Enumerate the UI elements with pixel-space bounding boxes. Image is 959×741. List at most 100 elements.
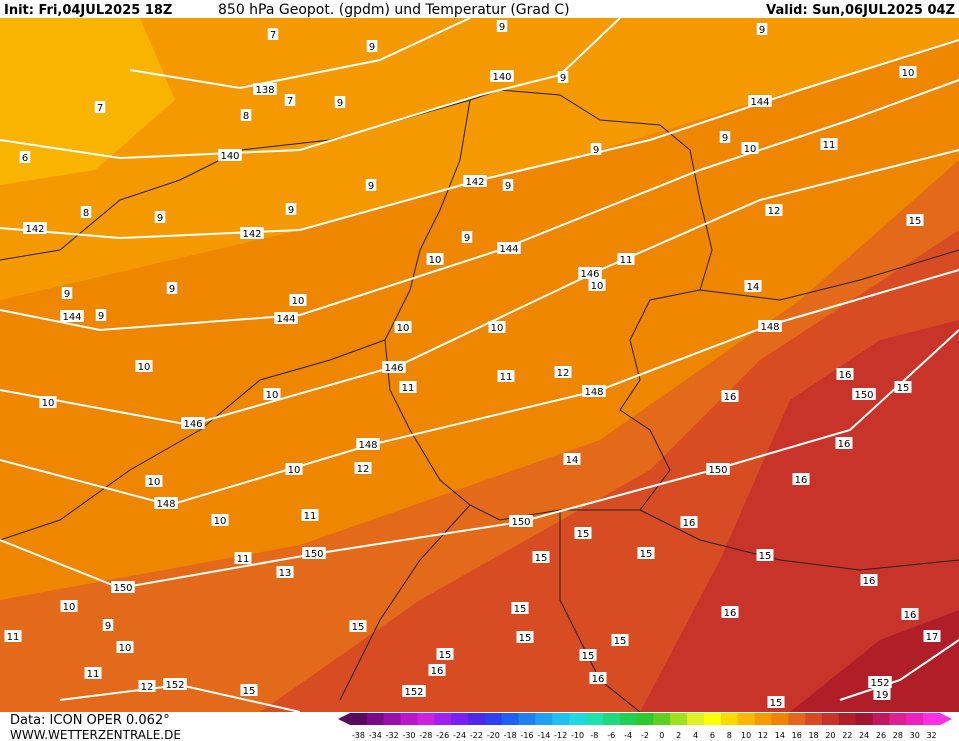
legend-swatch bbox=[788, 713, 806, 725]
color-legend: -38 -34 -32 -30 -28 -26 -24 -22 -20 -18 -16 -14 -12-… bbox=[338, 713, 952, 740]
contour-label: 15 bbox=[759, 551, 772, 562]
legend-swatch bbox=[720, 713, 739, 725]
contour-label: 15 bbox=[614, 636, 627, 647]
legend-swatch bbox=[653, 713, 671, 725]
label-box bbox=[61, 287, 73, 299]
label-box bbox=[588, 279, 606, 291]
contour-label: 10 bbox=[491, 323, 504, 334]
label-box bbox=[578, 267, 602, 279]
site: WWW.WETTERZENTRALE.DE bbox=[10, 728, 181, 741]
legend-swatch bbox=[552, 713, 570, 725]
label-box bbox=[354, 462, 372, 474]
label-box bbox=[497, 370, 515, 382]
temperature-field bbox=[0, 18, 959, 712]
label-box bbox=[899, 66, 917, 78]
country-border bbox=[384, 89, 713, 521]
label-box bbox=[860, 574, 878, 586]
country-border bbox=[559, 510, 641, 713]
legend-tick-label: -32 bbox=[386, 731, 399, 740]
contour-label: 9 bbox=[288, 205, 294, 216]
contour-label: 12 bbox=[141, 682, 154, 693]
label-box bbox=[356, 438, 380, 450]
label-box bbox=[741, 142, 759, 154]
contour-label: 150 bbox=[304, 549, 323, 560]
contour bbox=[0, 269, 959, 507]
contour-label: 16 bbox=[838, 439, 851, 450]
map-title: 850 hPa Geopot. (gpdm) und Temperatur (G… bbox=[218, 2, 570, 18]
legend-swatch bbox=[366, 713, 385, 725]
legend-tick-label: -28 bbox=[419, 731, 432, 740]
contour-label: 12 bbox=[357, 464, 370, 475]
contour-label: 144 bbox=[62, 312, 81, 323]
contour-label: 150 bbox=[708, 465, 727, 476]
legend-swatch bbox=[400, 713, 418, 725]
contour-label: 11 bbox=[304, 511, 317, 522]
contour-label: 17 bbox=[926, 632, 939, 643]
contour-label: 7 bbox=[270, 30, 276, 41]
legend-swatch bbox=[923, 713, 941, 725]
contour-label: 11 bbox=[500, 372, 513, 383]
contour-label: 142 bbox=[242, 229, 261, 240]
temp-band bbox=[640, 320, 959, 712]
contour-label: 9 bbox=[368, 181, 374, 192]
label-box bbox=[23, 222, 47, 234]
contour-label: 8 bbox=[83, 208, 89, 219]
label-box bbox=[289, 294, 307, 306]
contour-label: 15 bbox=[770, 698, 783, 709]
legend-swatch bbox=[468, 713, 486, 725]
contour-label: 9 bbox=[369, 42, 375, 53]
legend-tick-label: -6 bbox=[607, 731, 615, 740]
label-box bbox=[60, 600, 78, 612]
legend-tick-label: 22 bbox=[842, 731, 852, 740]
contour-label: 7 bbox=[287, 96, 293, 107]
contour-label: 15 bbox=[897, 383, 910, 394]
label-box bbox=[60, 310, 84, 322]
label-box bbox=[574, 527, 592, 539]
legend-swatch bbox=[434, 713, 452, 725]
label-box bbox=[436, 648, 454, 660]
legend-tick-label: -2 bbox=[641, 731, 649, 740]
label-box bbox=[382, 361, 406, 373]
legend-tick-label: 4 bbox=[693, 731, 698, 740]
label-box bbox=[756, 549, 774, 561]
label-box bbox=[496, 20, 508, 32]
label-box bbox=[463, 175, 487, 187]
legend-tick-label: 20 bbox=[825, 731, 835, 740]
contour-label: 11 bbox=[87, 669, 100, 680]
contour-label: 15 bbox=[909, 216, 922, 227]
label-box bbox=[263, 388, 281, 400]
init-time: Init: Fri,04JUL2025 18Z bbox=[4, 3, 172, 18]
label-box bbox=[744, 280, 762, 292]
contour-label: 13 bbox=[279, 568, 292, 579]
borders bbox=[0, 89, 959, 713]
label-box bbox=[334, 96, 346, 108]
contour-label: 14 bbox=[566, 455, 579, 466]
label-box bbox=[19, 151, 31, 163]
legend-tick-label: -38 bbox=[352, 731, 365, 740]
legend-arrow bbox=[338, 713, 350, 725]
legend-tick-label: 14 bbox=[775, 731, 785, 740]
contour-label: 16 bbox=[904, 610, 917, 621]
header-bar bbox=[0, 0, 959, 18]
contour-label: 8 bbox=[243, 111, 249, 122]
label-box bbox=[589, 672, 607, 684]
label-box bbox=[80, 206, 92, 218]
label-box bbox=[868, 676, 892, 688]
contour-label: 15 bbox=[243, 686, 256, 697]
contour-label: 16 bbox=[724, 608, 737, 619]
legend-tick-label: 16 bbox=[792, 731, 802, 740]
legend-tick-label: -24 bbox=[453, 731, 466, 740]
contour-label: 144 bbox=[276, 314, 295, 325]
valid-time: Valid: Sun,06JUL2025 04Z bbox=[766, 3, 955, 18]
legend-swatch bbox=[855, 713, 874, 725]
contour-label: 148 bbox=[760, 322, 779, 333]
label-box bbox=[557, 71, 569, 83]
contour-label: 9 bbox=[169, 284, 175, 295]
contour bbox=[0, 17, 621, 160]
label-box bbox=[906, 214, 924, 226]
contour bbox=[0, 149, 959, 427]
legend-swatch bbox=[350, 713, 368, 725]
contour-label: 9 bbox=[560, 73, 566, 84]
legend-tick-label: -10 bbox=[571, 731, 584, 740]
legend-swatch bbox=[602, 713, 621, 725]
